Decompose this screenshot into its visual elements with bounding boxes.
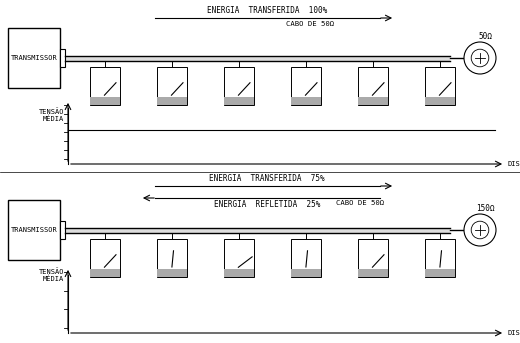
Bar (291, 239, 321, 277)
Text: TENSÃO
MÉDIA: TENSÃO MÉDIA (38, 268, 64, 282)
Bar (157, 239, 187, 277)
Bar (90, 239, 120, 277)
Bar (425, 97, 455, 105)
Text: TRANSMISSOR: TRANSMISSOR (10, 227, 57, 233)
Bar (224, 67, 254, 105)
Bar (224, 239, 254, 277)
Bar (425, 269, 455, 277)
Circle shape (471, 221, 489, 239)
Bar (425, 67, 455, 105)
Circle shape (464, 42, 496, 74)
Text: TRANSMISSOR: TRANSMISSOR (10, 55, 57, 61)
Text: ENERGIA  TRANSFERIDA  75%: ENERGIA TRANSFERIDA 75% (209, 174, 325, 183)
Text: ENERGIA  REFLETIDA  25%: ENERGIA REFLETIDA 25% (214, 200, 320, 209)
Text: 50Ω: 50Ω (478, 32, 492, 41)
Text: DISTÂNCIA(m): DISTÂNCIA(m) (507, 160, 520, 168)
Bar (60, 221, 65, 239)
Bar (8, 28, 60, 88)
Text: 150Ω: 150Ω (476, 204, 494, 213)
Bar (90, 269, 120, 277)
Text: DISTÂNCIA(m): DISTÂNCIA(m) (507, 329, 520, 337)
Bar (157, 97, 187, 105)
Bar (8, 200, 60, 260)
Circle shape (471, 49, 489, 67)
Bar (224, 269, 254, 277)
Bar (425, 239, 455, 277)
Text: CABO DE 50Ω: CABO DE 50Ω (336, 200, 384, 206)
Text: TENSÃO
MÉDIA: TENSÃO MÉDIA (38, 108, 64, 122)
Bar (224, 97, 254, 105)
Text: ENERGIA  TRANSFERIDA  100%: ENERGIA TRANSFERIDA 100% (207, 6, 327, 15)
Bar (358, 239, 388, 277)
Bar (65, 56, 450, 60)
Bar (90, 67, 120, 105)
Bar (157, 269, 187, 277)
Bar (291, 269, 321, 277)
Bar (291, 67, 321, 105)
Bar (358, 269, 388, 277)
Bar (358, 97, 388, 105)
Bar (65, 227, 450, 233)
Bar (358, 67, 388, 105)
Text: CABO DE 50Ω: CABO DE 50Ω (286, 21, 334, 27)
Bar (60, 49, 65, 67)
Bar (291, 97, 321, 105)
Bar (90, 97, 120, 105)
Bar (157, 67, 187, 105)
Circle shape (464, 214, 496, 246)
